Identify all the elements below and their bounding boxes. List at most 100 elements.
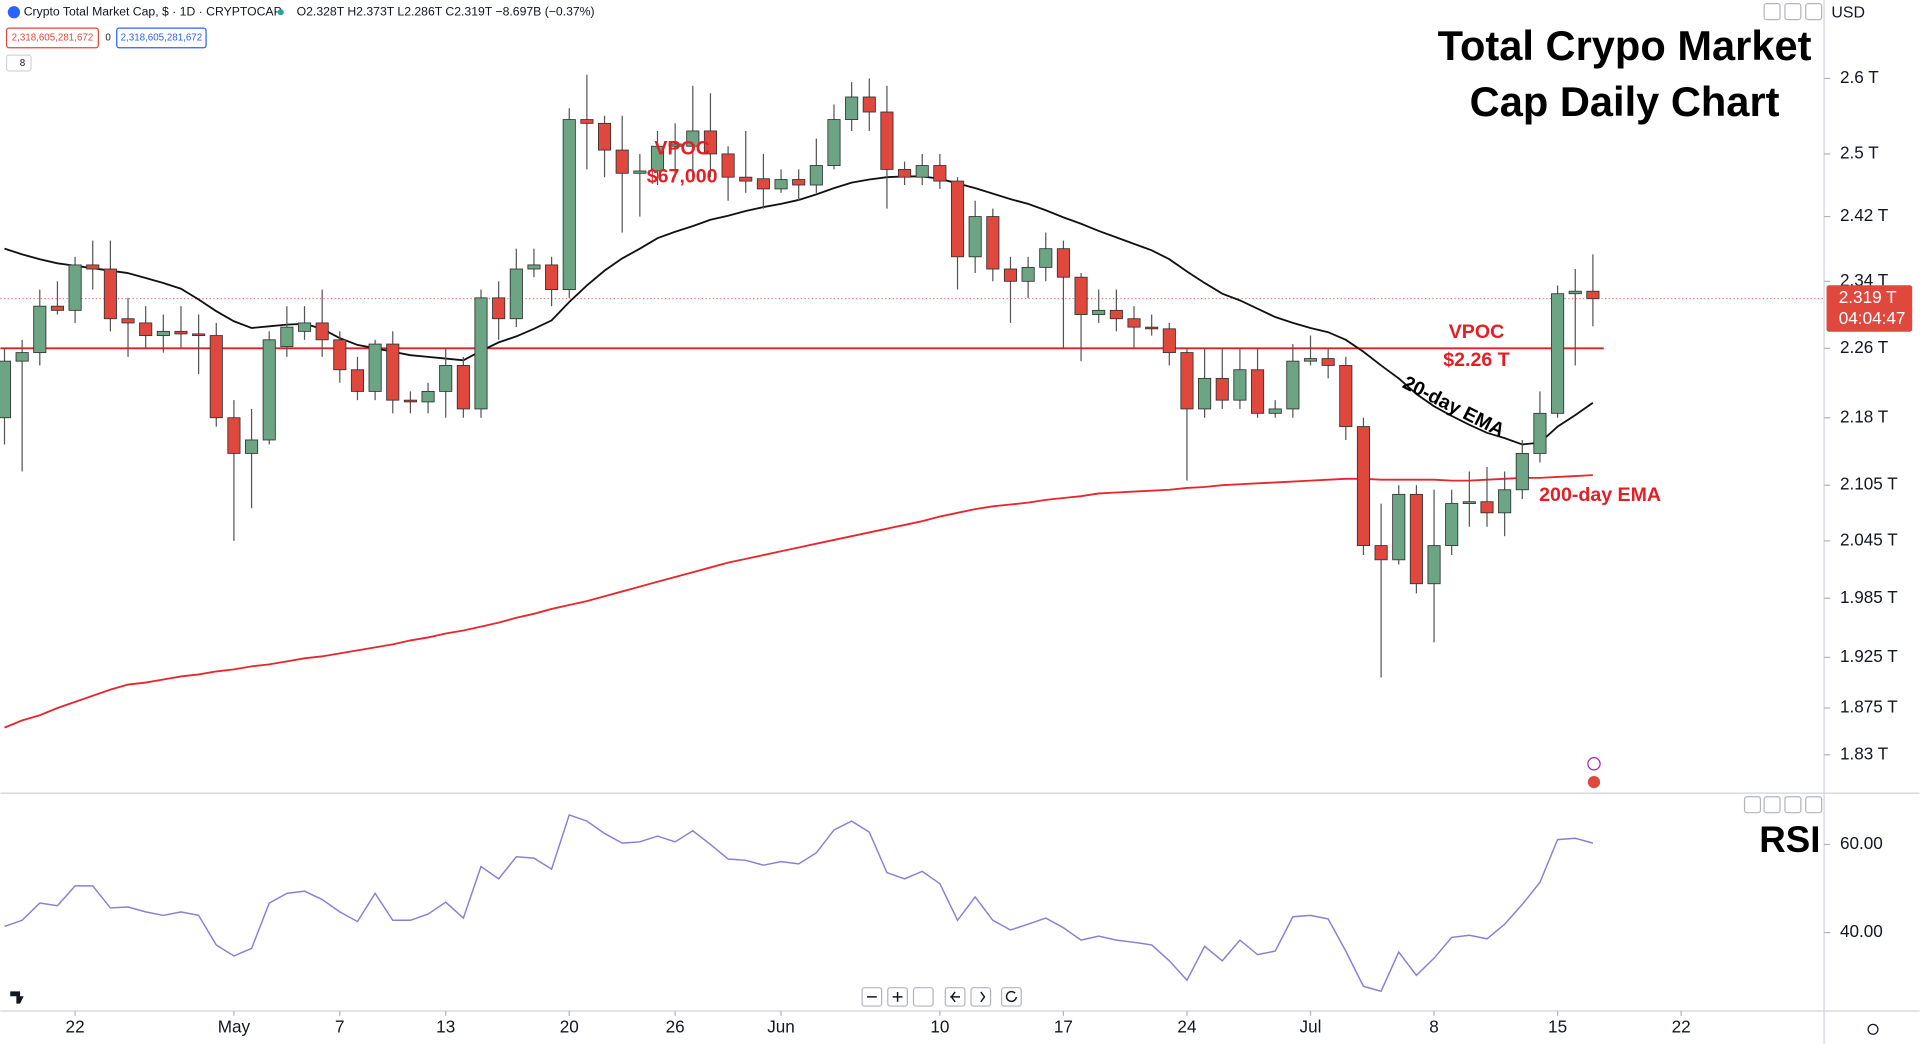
toolbar-glyphs [866, 990, 1018, 1003]
value-box-text: 2,318,605,281,672 [12, 33, 94, 44]
x-tick-label: 13 [436, 1017, 455, 1037]
candle-body [209, 335, 223, 419]
candle-body [1533, 412, 1547, 454]
candle-body [650, 145, 665, 172]
candle-body [580, 119, 594, 124]
candle-body [474, 297, 488, 410]
candle-body [1409, 493, 1423, 585]
logo [10, 991, 24, 1004]
candle-body [1180, 352, 1194, 410]
candle-body [1162, 328, 1176, 354]
candle-body [721, 153, 735, 178]
candle-body [862, 96, 876, 113]
candle-body [668, 143, 682, 147]
x-tick-label: 26 [666, 1017, 685, 1037]
x-tick-label: Jul [1300, 1017, 1322, 1037]
value-box-text: 2,318,605,281,672 [121, 33, 203, 44]
x-tick-label: Jun [767, 1017, 795, 1037]
pane-button[interactable] [1763, 3, 1781, 21]
pane-controls [1743, 3, 1823, 814]
candle-body [262, 339, 276, 441]
pane-button[interactable] [1784, 3, 1802, 21]
candle-body [174, 330, 188, 335]
y-tick-label: 2.34 T [1840, 270, 1889, 290]
candle-body [633, 170, 647, 174]
candle-body [139, 322, 153, 337]
candle-body [456, 365, 470, 410]
y-tick-label: 2.18 T [1840, 406, 1889, 426]
candle-body [1127, 318, 1141, 328]
x-tick-label: 8 [1429, 1017, 1439, 1037]
indicator-count: 8 [20, 58, 26, 69]
symbol-icon [7, 6, 21, 19]
indicator-toggle[interactable] [5, 54, 32, 72]
pane-button[interactable] [1784, 796, 1802, 814]
last-price-label: 2.319 T [1839, 287, 1897, 307]
candle-body [121, 318, 135, 324]
value-box [116, 27, 207, 49]
candle-body [809, 165, 823, 186]
reset-button[interactable] [912, 987, 934, 1007]
scroll-right-button[interactable] [970, 987, 992, 1007]
y-tick-label: 2.045 T [1840, 529, 1898, 549]
candle-body [1498, 489, 1512, 514]
candle-body [686, 130, 700, 147]
pane-button[interactable] [1805, 796, 1823, 814]
candle-body [1056, 248, 1070, 278]
candle-body [1092, 309, 1106, 315]
rsi-y-tick-label: 60.00 [1840, 833, 1883, 853]
candle-body [1198, 377, 1212, 410]
candle-body [1303, 358, 1318, 362]
pane-button[interactable] [1763, 796, 1781, 814]
pane-button[interactable] [1805, 3, 1823, 21]
x-tick-label: 20 [560, 1017, 579, 1037]
candle-body [986, 216, 1000, 270]
candle-body [545, 264, 559, 291]
hline-label: VPOC [1449, 321, 1504, 343]
refresh-button[interactable] [1001, 987, 1022, 1007]
candle-body [333, 339, 347, 371]
candle-body [1321, 358, 1335, 366]
annotation: $67,000 [647, 166, 718, 188]
candle-body [1109, 309, 1123, 320]
candle-body [1251, 369, 1265, 414]
candle-body [403, 399, 417, 403]
candle-body [933, 165, 947, 182]
ema-line [4, 474, 1593, 729]
event-icon [1587, 756, 1601, 771]
market-status [277, 9, 284, 16]
rsi-line [4, 813, 1594, 993]
candle-body [615, 149, 629, 174]
candle-body [50, 305, 64, 311]
candle-body [509, 268, 523, 320]
candle-body [562, 119, 576, 291]
candle-body [1356, 426, 1370, 547]
line-label: 200-day EMA [1539, 484, 1661, 506]
candle-body [703, 130, 717, 155]
x-tick-label: 17 [1054, 1017, 1073, 1037]
candle-body [1374, 545, 1388, 561]
pane-button[interactable] [1743, 796, 1762, 814]
candle-body [350, 369, 365, 392]
x-tick-label: 15 [1548, 1017, 1567, 1037]
candle-body [421, 390, 435, 403]
candle-body [227, 417, 241, 454]
last-price-box [1826, 285, 1913, 332]
symbol-name[interactable]: Crypto Total Market Cap, $ · 1D · CRYPTO… [24, 4, 282, 18]
currency[interactable]: USD [1831, 5, 1865, 22]
candle-body [1268, 408, 1282, 414]
candle-body [33, 305, 47, 354]
settings-icon[interactable] [1867, 1023, 1879, 1035]
annotation: VPOC [654, 137, 709, 159]
y-tick-label: 2.26 T [1840, 337, 1889, 357]
y-tick-label: 1.925 T [1840, 646, 1898, 666]
candle-body [280, 326, 294, 348]
y-tick-label: 2.105 T [1840, 474, 1898, 494]
candle-body [0, 360, 12, 419]
x-tick-label: 22 [66, 1017, 85, 1037]
candle-body [598, 122, 612, 151]
candle-body [492, 297, 506, 320]
x-tick-label: 10 [930, 1017, 949, 1037]
candle-body [297, 322, 312, 332]
